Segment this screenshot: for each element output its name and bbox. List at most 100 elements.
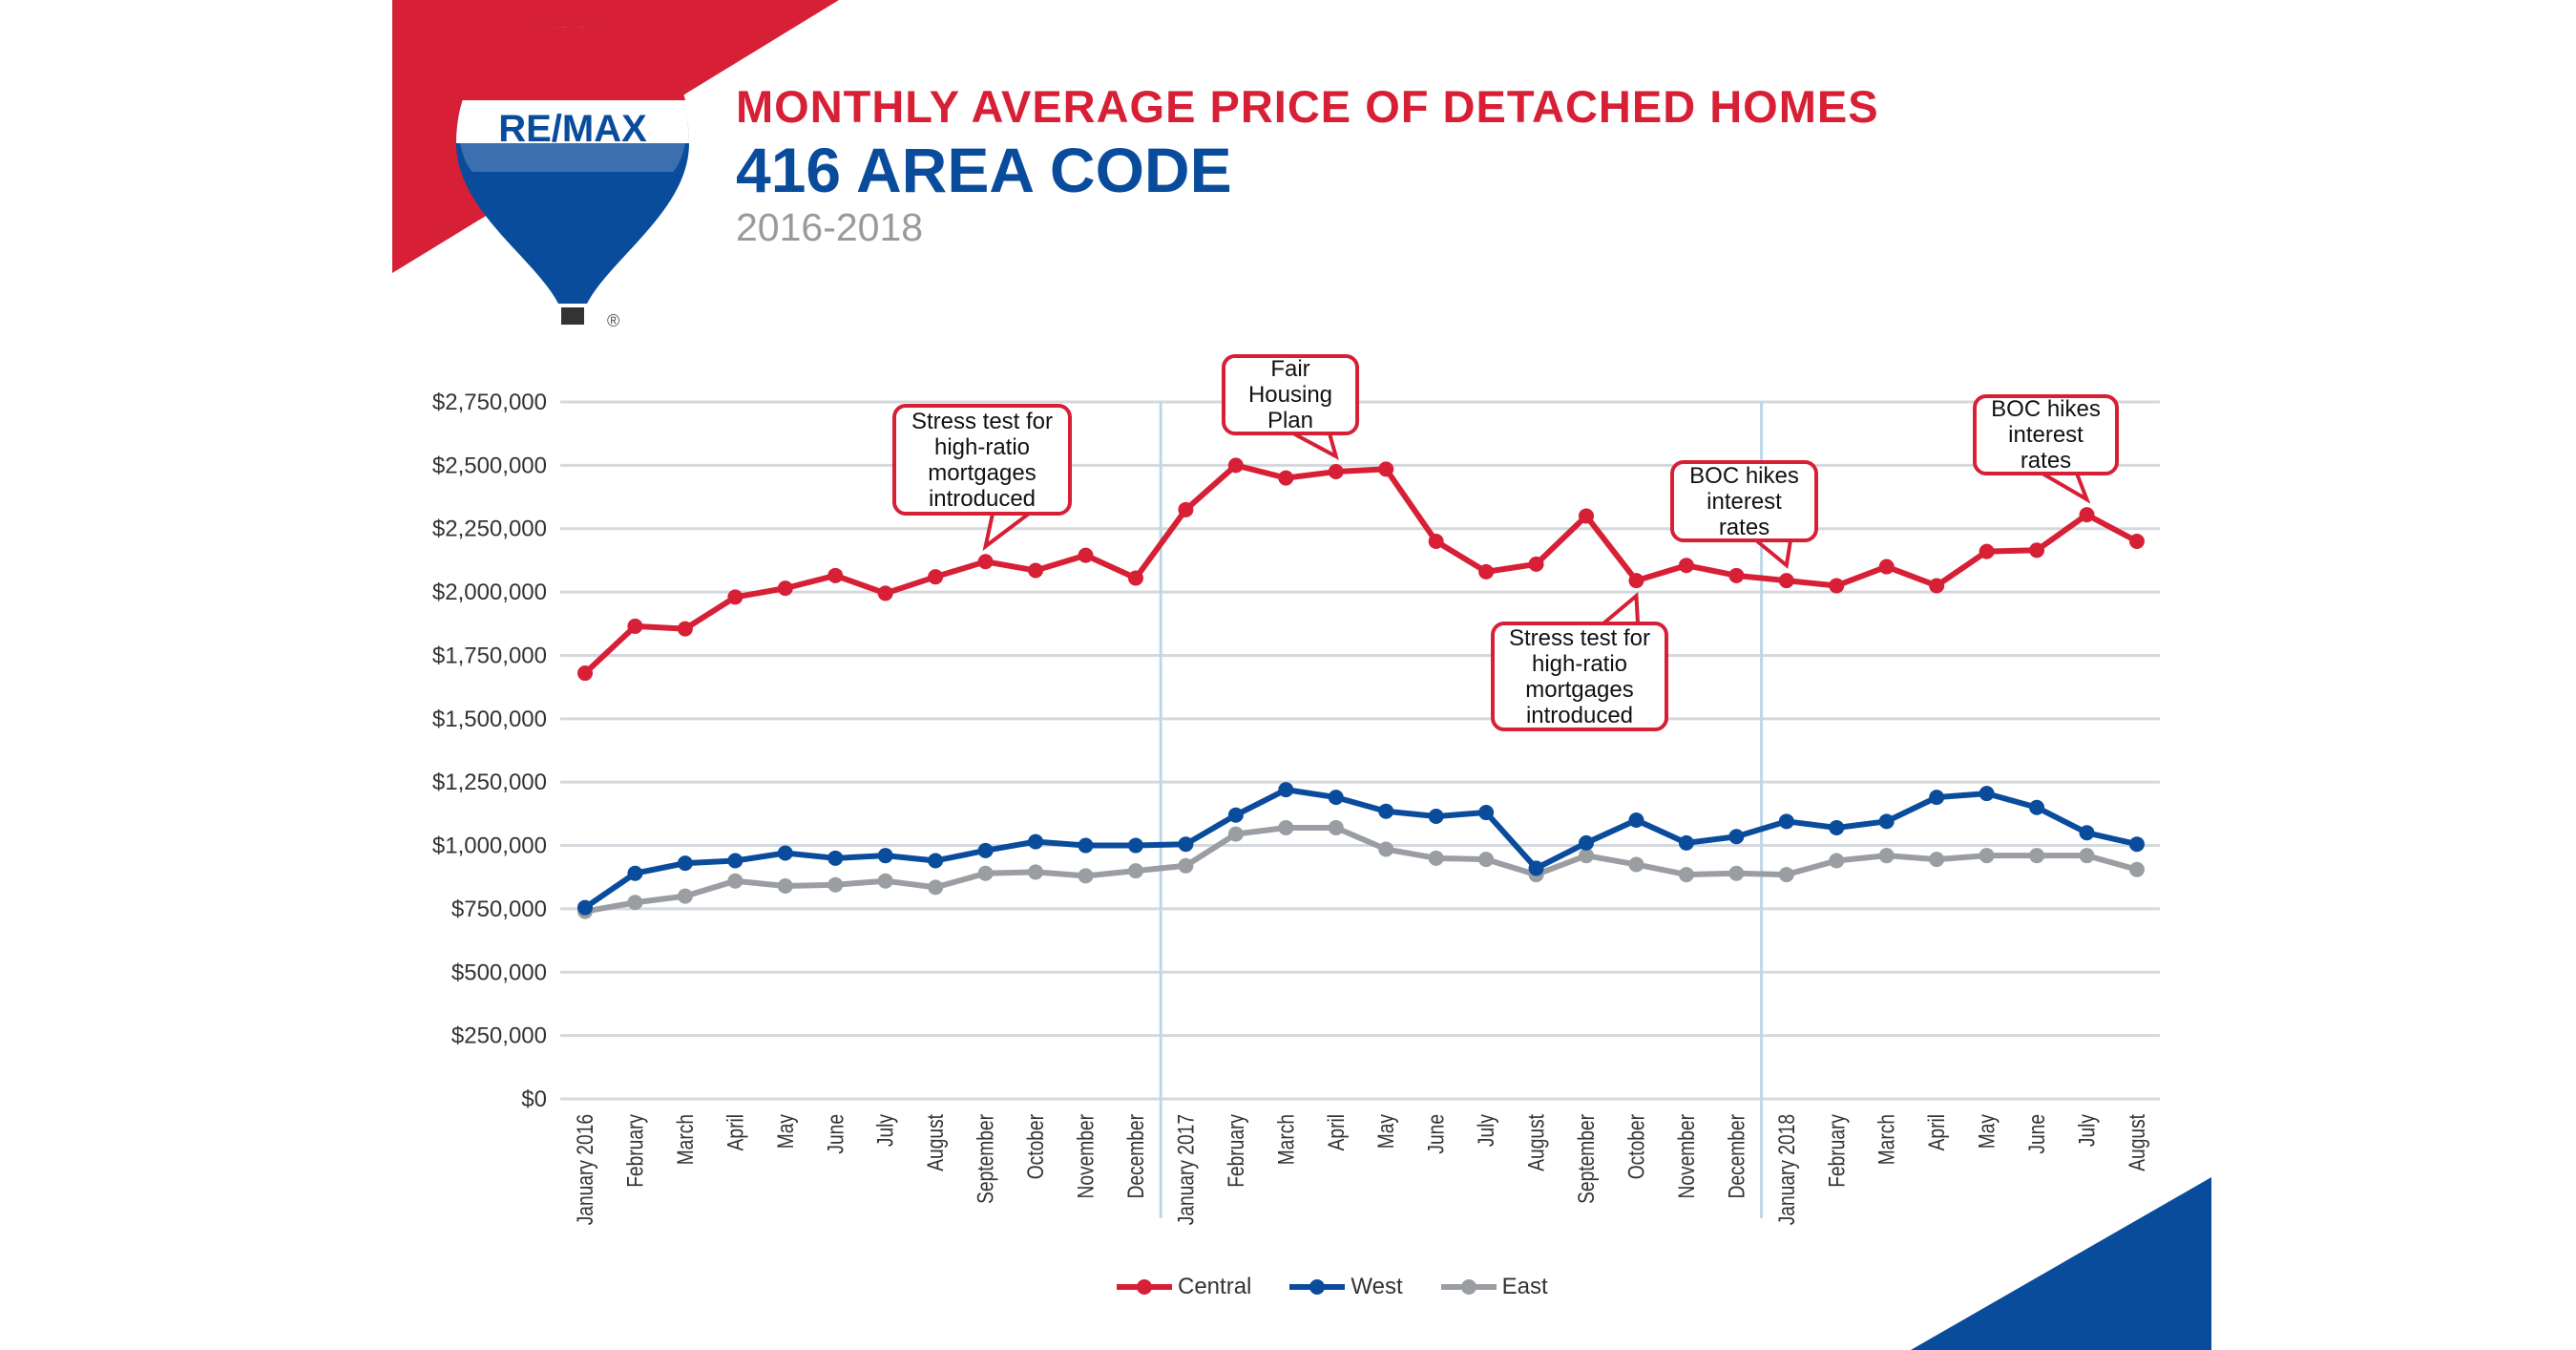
- x-tick-label: July: [2073, 1114, 2100, 1147]
- legend-swatch-central: [1117, 1279, 1172, 1295]
- x-tick-label: January 2016: [572, 1114, 598, 1225]
- data-point-east: [1678, 867, 1694, 883]
- x-tick-label: October: [1623, 1114, 1649, 1179]
- x-tick-label: November: [1072, 1114, 1099, 1199]
- data-point-central: [677, 621, 693, 637]
- x-tick-label: December: [1122, 1114, 1149, 1199]
- x-tick-label: May: [772, 1114, 799, 1149]
- data-point-east: [877, 873, 893, 889]
- y-tick-label: $2,750,000: [432, 390, 547, 415]
- x-tick-label: June: [822, 1114, 848, 1154]
- data-point-central: [1127, 570, 1143, 586]
- y-tick-label: $750,000: [451, 896, 547, 922]
- x-tick-label: March: [1272, 1114, 1299, 1165]
- y-tick-label: $2,250,000: [432, 517, 547, 542]
- x-tick-label: July: [1473, 1114, 1499, 1147]
- data-point-central: [1628, 573, 1644, 589]
- y-tick-label: $1,500,000: [432, 707, 547, 732]
- data-point-west: [1929, 790, 1945, 806]
- data-point-central: [877, 585, 893, 601]
- data-point-west: [1028, 833, 1044, 850]
- data-point-west: [677, 855, 693, 872]
- x-tick-label: January 2017: [1172, 1114, 1199, 1225]
- x-tick-label: August: [1522, 1114, 1549, 1171]
- data-point-west: [727, 853, 743, 869]
- data-point-central: [1078, 547, 1094, 563]
- data-point-central: [1728, 567, 1745, 583]
- data-point-central: [1478, 563, 1495, 580]
- data-point-central: [977, 554, 994, 570]
- x-tick-label: July: [872, 1114, 899, 1147]
- data-point-east: [1078, 868, 1094, 884]
- legend-label-west: West: [1351, 1274, 1403, 1299]
- data-point-east: [1579, 848, 1594, 864]
- data-point-west: [1378, 803, 1394, 819]
- data-point-west: [1829, 819, 1845, 835]
- data-point-west: [1278, 782, 1294, 798]
- data-point-east: [2029, 848, 2045, 864]
- data-point-west: [2029, 799, 2045, 815]
- data-point-west: [1227, 807, 1244, 823]
- data-point-west: [1178, 836, 1194, 853]
- data-point-west: [1528, 860, 1544, 876]
- data-point-west: [1878, 813, 1895, 830]
- data-point-west: [577, 899, 593, 916]
- data-point-central: [2029, 542, 2045, 559]
- data-point-west: [827, 850, 844, 866]
- x-tick-label: May: [1974, 1114, 2000, 1149]
- annotation-stress-test-2016: Stress test for high-ratio mortgages int…: [892, 404, 1072, 516]
- svg-text:®: ®: [607, 311, 619, 330]
- data-point-central: [1778, 573, 1794, 589]
- legend-label-east: East: [1501, 1274, 1548, 1299]
- y-tick-label: $2,500,000: [432, 453, 547, 478]
- y-tick-label: $1,000,000: [432, 833, 547, 859]
- data-point-west: [928, 853, 944, 869]
- data-point-central: [928, 569, 944, 585]
- data-point-central: [1929, 578, 1945, 594]
- x-tick-label: November: [1673, 1114, 1700, 1199]
- data-point-central: [1829, 578, 1845, 594]
- x-tick-label: February: [1823, 1114, 1850, 1188]
- data-point-central: [1979, 543, 1995, 559]
- data-point-west: [1678, 834, 1694, 851]
- y-tick-label: $1,750,000: [432, 643, 547, 668]
- data-point-east: [777, 878, 793, 895]
- y-tick-label: $2,000,000: [432, 580, 547, 605]
- data-point-central: [1028, 562, 1044, 579]
- x-tick-label: June: [1423, 1114, 1450, 1154]
- chart-title: MONTHLY AVERAGE PRICE OF DETACHED HOMES: [736, 81, 1879, 132]
- chart-subtitle: 416 AREA CODE: [736, 135, 1232, 205]
- annotation-boc-hike-jan-2018: BOC hikes interest rates: [1670, 460, 1818, 542]
- data-point-east: [1829, 853, 1845, 869]
- legend-item-east: East: [1440, 1274, 1548, 1300]
- data-point-west: [1478, 805, 1495, 821]
- callout-pointer: [1598, 592, 1641, 625]
- data-point-west: [2128, 836, 2145, 853]
- data-point-west: [1628, 812, 1644, 828]
- legend-swatch-east: [1440, 1279, 1497, 1295]
- data-point-central: [777, 580, 793, 597]
- data-point-east: [677, 888, 693, 904]
- data-point-east: [1728, 865, 1745, 881]
- x-tick-label: April: [1923, 1114, 1950, 1150]
- legend-item-central: Central: [1117, 1274, 1251, 1300]
- data-point-central: [1428, 534, 1444, 549]
- data-point-west: [1078, 837, 1094, 854]
- data-point-central: [727, 589, 743, 605]
- data-point-east: [1178, 857, 1194, 874]
- x-tick-label: April: [1323, 1114, 1350, 1150]
- svg-text:RE/MAX: RE/MAX: [498, 108, 647, 150]
- data-point-west: [1778, 813, 1794, 830]
- callout-pointer: [1292, 432, 1339, 460]
- x-tick-label: February: [621, 1114, 648, 1188]
- data-point-east: [1028, 864, 1044, 880]
- y-tick-label: $1,250,000: [432, 770, 547, 795]
- x-tick-label: June: [2023, 1114, 2050, 1154]
- x-tick-label: August: [2124, 1114, 2150, 1171]
- data-point-central: [577, 665, 593, 682]
- x-tick-label: March: [672, 1114, 699, 1165]
- data-point-east: [2079, 848, 2095, 864]
- data-point-central: [1378, 461, 1394, 477]
